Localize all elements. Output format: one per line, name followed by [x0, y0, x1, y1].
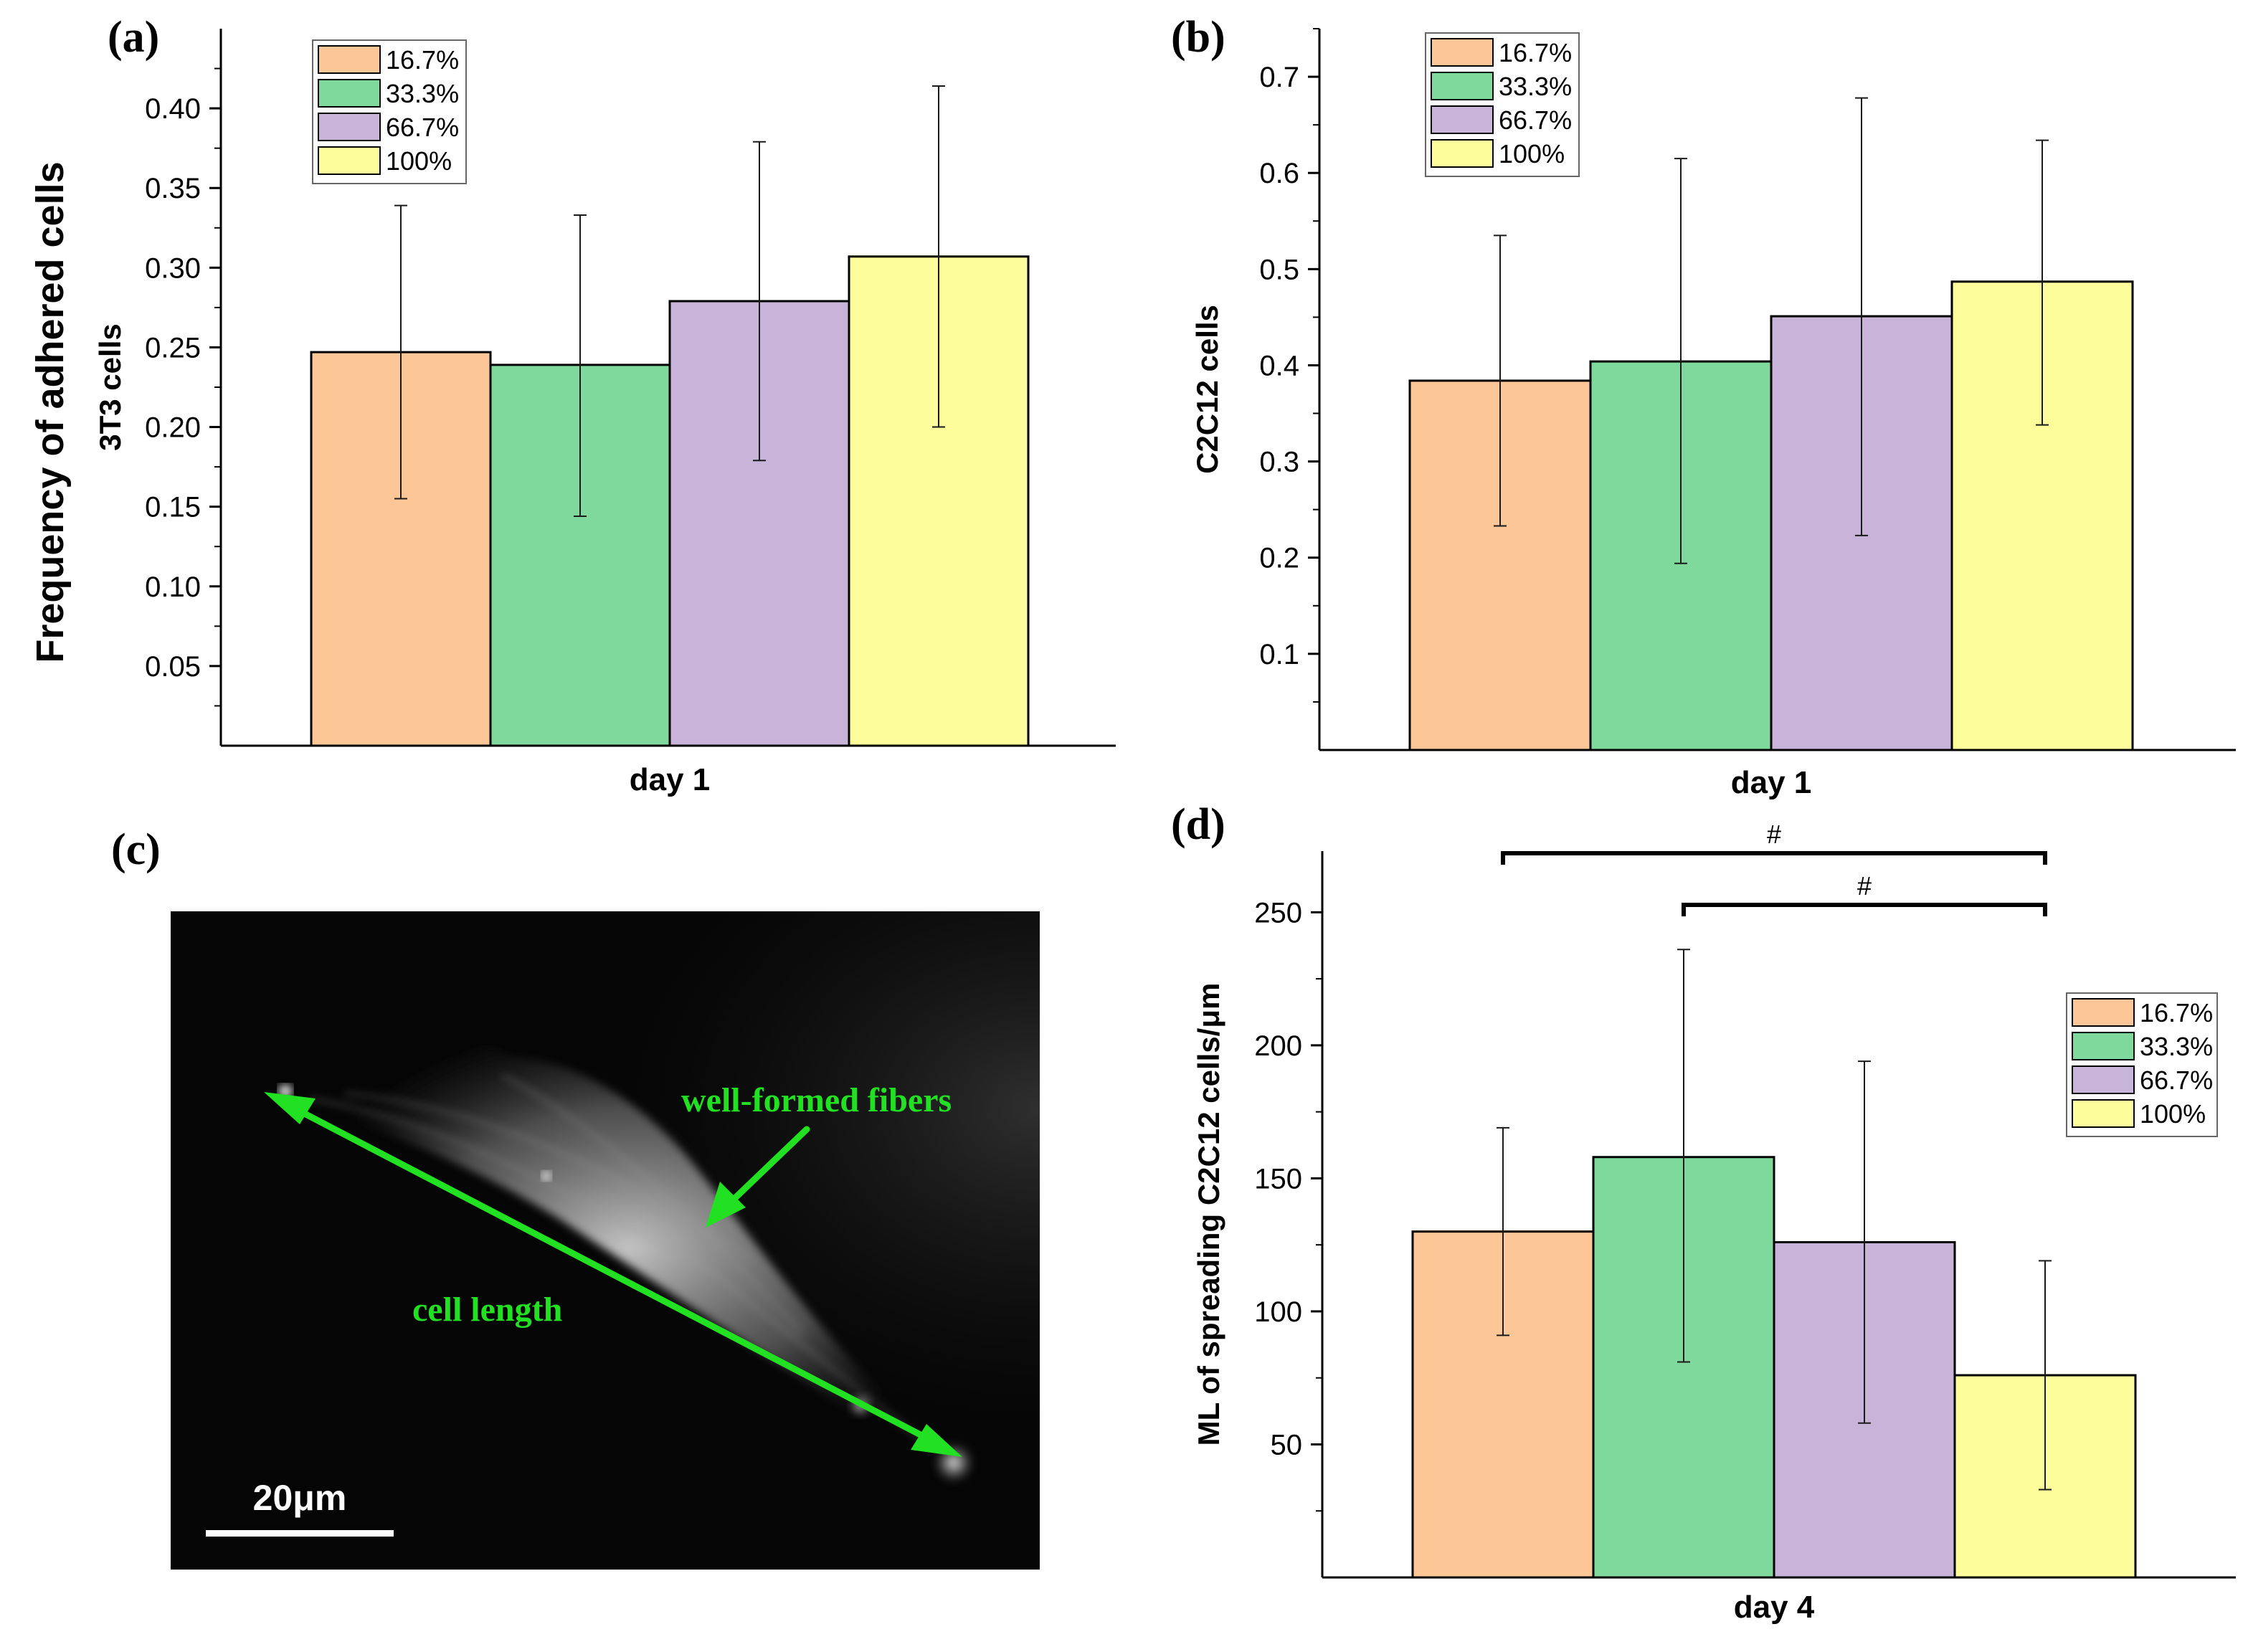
y-tick-label-d-2: 150 [1254, 1163, 1302, 1195]
significance-label-2: # [1857, 871, 1872, 901]
y-tick-label-b-0: 0.1 [1259, 639, 1299, 670]
legend-swatch-b-2 [1431, 72, 1494, 100]
y-tick-label-b-6: 0.7 [1259, 62, 1299, 93]
y-axis-label-b: C2C12 cells [1190, 305, 1224, 474]
panel-label-a: (a) [108, 13, 159, 62]
y-tick-label-b-1: 0.2 [1259, 543, 1299, 574]
legend-swatch-d-1 [2072, 998, 2135, 1027]
y-tick-label-d-4: 250 [1254, 897, 1302, 929]
legend-swatch-b-3 [1431, 105, 1494, 134]
y-tick-label-d-1: 100 [1254, 1296, 1302, 1328]
scale-bar-label: 20μm [253, 1478, 347, 1518]
legend-label-b-3: 66.7% [1499, 105, 1572, 135]
annotation-fibers: well-formed fibers [681, 1081, 952, 1119]
legend-swatch-a-2 [318, 79, 381, 108]
legend-swatch-b-4 [1431, 139, 1494, 168]
significance-label-1: # [1767, 820, 1781, 849]
panel-b-chart: (b) 0.1 0.2 0.3 0.4 0.5 0.6 0.7 C2C12 cells day 1… [1171, 13, 2236, 800]
significance-bracket-1 [1501, 851, 2047, 865]
legend-label-d-1: 16.7% [2140, 998, 2213, 1027]
legend-label-a-4: 100% [386, 146, 452, 176]
legend-swatch-a-1 [318, 45, 381, 74]
y-tick-label-b-4: 0.5 [1259, 254, 1299, 285]
y-tick-label-b-2: 0.3 [1259, 447, 1299, 478]
legend-swatch-a-3 [318, 113, 381, 141]
y-tick-label-a-0: 0.05 [145, 651, 201, 683]
cell-length-arrow-line [276, 1097, 950, 1452]
y-tick-label-a-2: 0.15 [145, 492, 201, 523]
legend-label-d-3: 66.7% [2140, 1065, 2213, 1095]
legend-label-d-2: 33.3% [2140, 1032, 2213, 1061]
x-axis-label-b: day 1 [1731, 765, 1812, 800]
legend-swatch-a-4 [318, 146, 381, 175]
annotation-cell-length: cell length [412, 1291, 562, 1329]
main-ylabel: Frequency of adhered cells [29, 161, 72, 663]
legend-label-a-1: 16.7% [386, 45, 459, 75]
y-axis-label-d: ML of spreading C2C12 cells/μm [1192, 983, 1225, 1446]
legend-swatch-b-1 [1431, 38, 1494, 67]
significance-bracket-2 [1682, 903, 2047, 916]
y-tick-label-d-3: 200 [1254, 1030, 1302, 1062]
y-tick-label-a-5: 0.30 [145, 252, 201, 284]
y-axis-label-a: 3T3 cells [93, 323, 127, 450]
legend-label-d-4: 100% [2140, 1099, 2206, 1129]
panel-a-chart: (a) 0.05 0.10 0.15 0.20 0.25 0.30 0.35 0.40 3T3 c… [93, 13, 1116, 797]
y-tick-label-a-6: 0.35 [145, 173, 201, 204]
y-tick-label-a-3: 0.20 [145, 412, 201, 444]
y-tick-label-a-4: 0.25 [145, 332, 201, 364]
y-tick-label-a-7: 0.40 [145, 93, 201, 125]
y-tick-label-d-0: 50 [1271, 1429, 1303, 1461]
legend-swatch-d-3 [2072, 1065, 2135, 1094]
legend-label-b-4: 100% [1499, 139, 1565, 168]
fibers-arrow-head [706, 1182, 746, 1228]
cell-fibers [308, 1074, 933, 1450]
x-axis-label-d: day 4 [1734, 1590, 1815, 1625]
y-tick-label-b-5: 0.6 [1259, 158, 1299, 189]
cell-length-arrow-head-start [264, 1092, 316, 1124]
legend-label-b-1: 16.7% [1499, 38, 1572, 67]
legend-swatch-d-2 [2072, 1032, 2135, 1060]
scale-bar [206, 1530, 394, 1537]
y-tick-label-a-1: 0.10 [145, 571, 201, 603]
panel-c-label: (c) [111, 825, 161, 874]
panel-c-micrograph: (c) well-formed fibers cell length 20μm [111, 825, 1040, 1570]
panel-d-chart: (d) 50 100 150 200 250 ML of spreading C2C12 c… [1171, 800, 2236, 1625]
panel-label-d: (d) [1171, 800, 1225, 849]
legend-label-a-3: 66.7% [386, 113, 459, 142]
legend-label-a-2: 33.3% [386, 79, 459, 108]
y-tick-label-b-3: 0.4 [1259, 350, 1299, 381]
legend-label-b-2: 33.3% [1499, 72, 1572, 101]
panel-label-b: (b) [1171, 13, 1225, 62]
legend-swatch-d-4 [2072, 1099, 2135, 1128]
cell-body [287, 1018, 972, 1477]
x-axis-label-a: day 1 [630, 762, 711, 797]
cell-length-arrow-head-end [911, 1424, 962, 1457]
cell-nucleus-spot [541, 1171, 551, 1181]
